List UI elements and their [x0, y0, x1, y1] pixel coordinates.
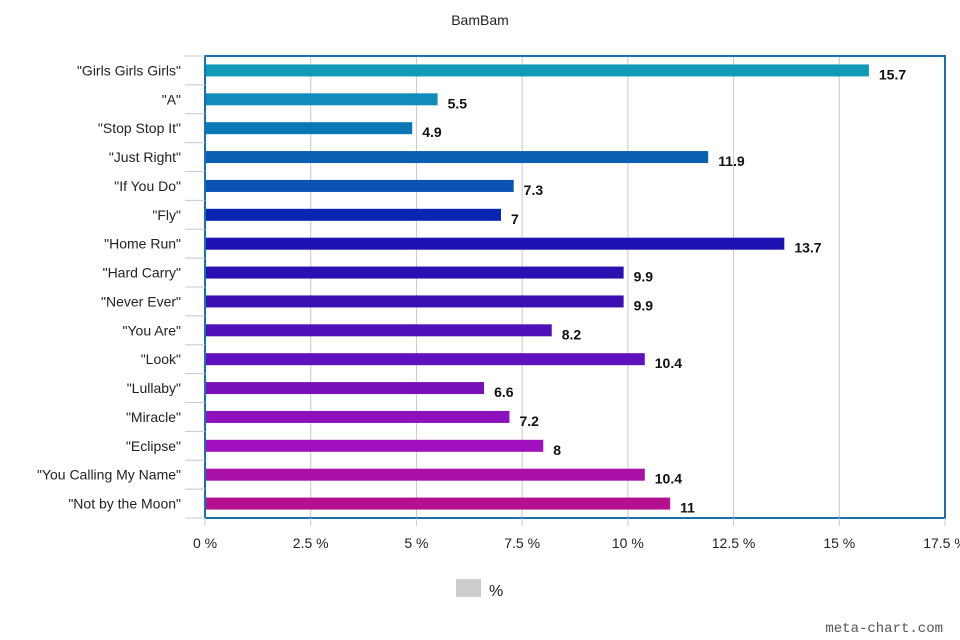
data-label: 11 [680, 500, 695, 516]
bar [205, 353, 645, 366]
category-label: "Never Ever" [101, 293, 181, 309]
data-label: 7.3 [524, 182, 544, 198]
bar [205, 179, 514, 192]
bar [205, 468, 645, 481]
legend-swatch [456, 579, 481, 597]
bar [205, 93, 438, 106]
category-label: "Girls Girls Girls" [77, 62, 181, 78]
category-label: "Look" [141, 351, 181, 367]
legend-label: % [489, 583, 503, 600]
data-label: 10.4 [655, 355, 682, 371]
category-label: "Just Right" [109, 149, 181, 165]
data-label: 10.4 [655, 471, 682, 487]
x-tick-label: 15 % [823, 535, 855, 551]
axes: 0 % 2.5 % 5 % 7.5 % 10 % 12.5 % 15 % 17.5 % "Gir… [37, 55, 960, 551]
x-tick-label: 12.5 % [712, 535, 756, 551]
x-tick-label: 10 % [612, 535, 644, 551]
x-tick-label: 17.5 % [923, 535, 960, 551]
bar [205, 382, 485, 395]
category-label: "Not by the Moon" [68, 496, 181, 512]
bar [205, 208, 501, 221]
data-label: 8 [553, 442, 561, 458]
category-label: "Fly" [152, 207, 181, 223]
category-label: "You Are" [123, 322, 181, 338]
data-label: 7 [511, 211, 519, 227]
bar [205, 266, 624, 279]
bar [205, 497, 671, 510]
bar [205, 122, 413, 135]
category-label: "If You Do" [114, 178, 181, 194]
category-label: "Stop Stop It" [98, 120, 181, 136]
category-label: "Miracle" [126, 409, 181, 425]
data-label: 7.2 [519, 413, 539, 429]
bar [205, 410, 510, 423]
category-label: "A" [162, 91, 181, 107]
data-label: 4.9 [422, 124, 442, 140]
data-label: 6.6 [494, 384, 514, 400]
watermark: meta-chart.com [825, 621, 943, 637]
category-label: "Hard Carry" [103, 265, 181, 281]
data-label: 11.9 [718, 153, 745, 169]
bars: 15.7 5.5 4.9 11.9 7.3 7 13.7 9.9 9.9 8.2 10.4 6.6 7.… [205, 64, 906, 516]
data-label: 9.9 [634, 269, 654, 285]
data-label: 8.2 [562, 326, 582, 342]
bar [205, 439, 544, 452]
legend: % [456, 579, 503, 600]
category-label: "Home Run" [104, 236, 181, 252]
x-tick-label: 2.5 % [293, 535, 329, 551]
chart-title: BamBam [451, 12, 509, 28]
category-label: "Lullaby" [127, 380, 181, 396]
data-label: 13.7 [794, 240, 821, 256]
bar [205, 237, 785, 250]
bar [205, 324, 552, 337]
data-label: 9.9 [634, 297, 654, 313]
category-label: "You Calling My Name" [37, 467, 181, 483]
bar [205, 151, 709, 164]
bar [205, 64, 869, 77]
x-tick-label: 5 % [404, 535, 428, 551]
x-tick-label: 0 % [193, 535, 217, 551]
data-label: 5.5 [448, 95, 468, 111]
data-label: 15.7 [879, 66, 906, 82]
x-tick-label: 7.5 % [504, 535, 540, 551]
bar [205, 295, 624, 308]
category-label: "Eclipse" [126, 438, 181, 454]
